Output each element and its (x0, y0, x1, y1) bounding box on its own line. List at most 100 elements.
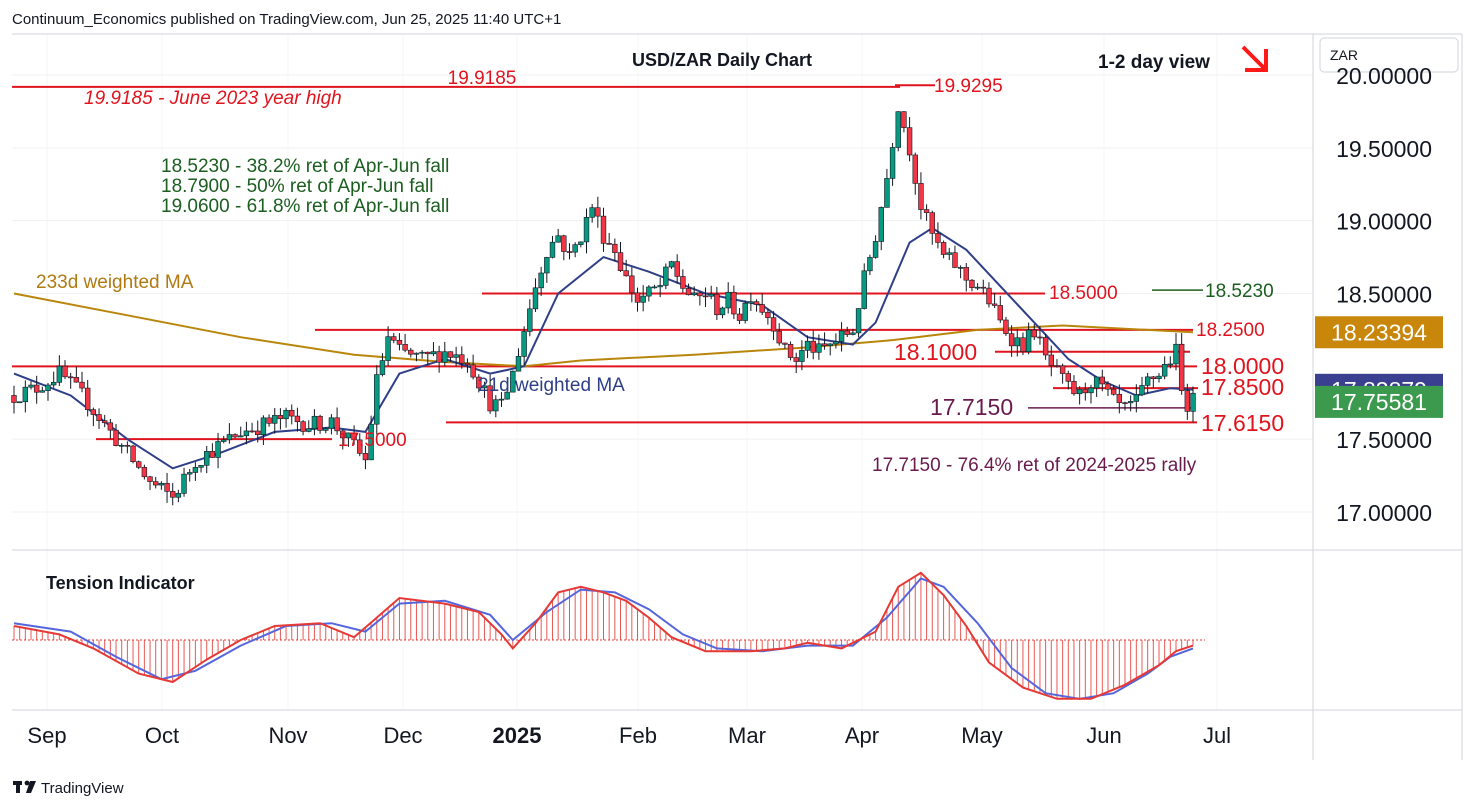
x-tick-label: Sep (27, 723, 66, 748)
candle-body (362, 453, 369, 461)
candle-body (753, 301, 760, 305)
candle-body (238, 435, 244, 438)
time-axis: Sep Oct Nov Dec 2025 Feb Mar Apr May Jun Jul (27, 723, 1231, 748)
candle-body (118, 444, 125, 447)
candle-body (663, 266, 669, 286)
candle-body (510, 370, 516, 393)
candle-body (1065, 373, 1071, 382)
candle-body (215, 441, 221, 458)
candle-body (855, 308, 862, 334)
candle-body (107, 422, 114, 431)
candle-body (226, 434, 233, 441)
y-tick-label: 17.00000 (1336, 500, 1432, 526)
currency-box[interactable] (1319, 37, 1459, 73)
candle-body (1161, 364, 1168, 377)
price-badge-label: 17.75581 (1331, 389, 1427, 415)
candle-body (334, 417, 340, 432)
candle-body (969, 279, 975, 288)
candle-body (566, 251, 573, 253)
x-tick-label: May (961, 723, 1003, 748)
candle-body (889, 147, 896, 179)
x-tick-label: 2025 (493, 723, 542, 748)
candle-body (697, 292, 703, 297)
candle-body (1014, 337, 1020, 347)
candle-body (1105, 383, 1111, 390)
grid-lines (12, 34, 1313, 710)
candle-body (895, 111, 901, 148)
candle-body (243, 430, 250, 437)
candle-body (1133, 394, 1140, 402)
level-18-5000-label: 18.5000 (1049, 283, 1118, 304)
candle-body (912, 154, 918, 184)
candle-body (391, 336, 397, 341)
y-tick-label: 18.50000 (1336, 282, 1432, 308)
candle-body (1020, 337, 1026, 352)
candle-body (765, 311, 771, 318)
level-19-9295-label: 19.9295 (934, 76, 1003, 97)
candle-body (555, 235, 561, 243)
level-17-7150-label: 17.7150 (930, 394, 1013, 420)
x-tick-label: Oct (145, 723, 179, 748)
candle-body (28, 384, 34, 388)
candle-body (101, 420, 108, 424)
x-tick-label: Jul (1203, 723, 1231, 748)
level-19-9185-label: 19.9185 (448, 68, 517, 89)
candle-body (1184, 390, 1191, 412)
candle-body (963, 267, 969, 281)
candle-body (923, 209, 930, 213)
tension-red-line (13, 571, 1194, 700)
candle-body (816, 343, 822, 353)
candle-body (249, 430, 255, 433)
ma21-label: 21d weighted MA (478, 375, 625, 396)
candle-body (617, 252, 624, 271)
candle-body (1054, 365, 1060, 367)
candle-body (130, 445, 136, 462)
candle-body (850, 332, 856, 335)
footer-brand: TradingView (41, 780, 124, 797)
candle-body (980, 286, 986, 289)
candle-body (946, 252, 952, 255)
candle-body (266, 417, 272, 424)
candle-body (731, 291, 737, 315)
candle-body (345, 432, 352, 439)
candle-body (827, 343, 833, 346)
candle-body (306, 428, 312, 432)
candle-body (589, 207, 595, 218)
level-18-1000-label: 18.1000 (894, 339, 977, 365)
candle-body (147, 476, 153, 482)
candle-body (867, 257, 873, 272)
candle-body (476, 376, 482, 389)
candle-body (833, 341, 839, 345)
candle-body (782, 342, 788, 345)
candle-body (1178, 343, 1185, 391)
candle-body (1003, 319, 1009, 334)
retracement-50-note: 18.7900 - 50% ret of Apr-Jun fall (161, 176, 434, 197)
candle-body (532, 287, 539, 310)
candle-body (1059, 365, 1066, 374)
candle-body (702, 295, 709, 298)
candle-body (300, 421, 306, 432)
candle-body (770, 317, 777, 332)
candle-body (90, 409, 97, 415)
candle-body (640, 295, 646, 303)
view-label: 1-2 day view (1098, 52, 1210, 73)
tension-indicator-label: Tension Indicator (46, 573, 195, 593)
candle-body (1116, 393, 1123, 403)
candle-body (935, 233, 941, 243)
candle-body (328, 417, 335, 429)
candle-body (538, 272, 544, 289)
candle-body (67, 376, 74, 379)
price-badge (1315, 385, 1443, 418)
candle-body (719, 307, 726, 316)
candle-body (561, 235, 567, 252)
x-tick-label: Feb (619, 723, 657, 748)
x-tick-label: Dec (383, 723, 422, 748)
candle-body (56, 365, 63, 383)
candle-body (544, 257, 550, 274)
candle-body (1110, 388, 1117, 395)
candle-body (997, 305, 1003, 321)
candle-body (470, 364, 476, 378)
candle-body (527, 308, 533, 332)
candle-body (311, 415, 318, 430)
